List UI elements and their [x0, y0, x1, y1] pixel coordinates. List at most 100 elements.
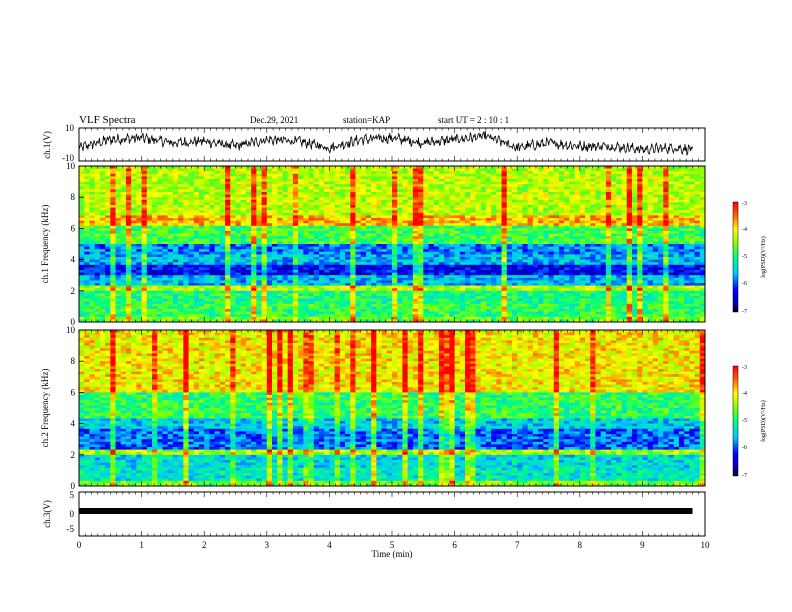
spectrogram-cell	[470, 218, 476, 221]
spectrogram-cell	[245, 246, 252, 250]
spectrogram-cell	[631, 233, 638, 237]
spectrogram-cell	[240, 202, 247, 206]
spectrogram-cell	[219, 199, 226, 203]
spectrogram-cell	[240, 251, 247, 255]
spectrogram-cell	[178, 173, 184, 177]
spectrogram-cell	[605, 210, 612, 214]
spectrogram-cell	[79, 249, 85, 253]
spectrogram-cell	[621, 184, 628, 188]
spectrogram-cell	[423, 184, 429, 188]
spectrogram-cell	[558, 210, 565, 214]
spectrogram-cell	[397, 168, 403, 172]
spectrogram-cell	[433, 249, 440, 253]
spectrogram-cell	[522, 181, 529, 185]
spectrogram-cell	[131, 267, 137, 271]
spectrogram-cell	[204, 220, 210, 224]
spectrogram-cell	[428, 205, 435, 208]
spectrogram-cell	[318, 225, 325, 229]
spectrogram-cell	[532, 171, 539, 175]
spectrogram-cell	[548, 244, 555, 247]
spectrogram-cell	[110, 231, 116, 234]
spectrogram-cell	[136, 251, 142, 255]
spectrogram-cell	[193, 212, 200, 216]
spectrogram-cell	[131, 210, 137, 214]
spectrogram-cell	[313, 249, 320, 253]
spectrogram-cell	[574, 166, 581, 169]
spectrogram-cell	[668, 173, 675, 177]
spectrogram-cell	[266, 186, 273, 190]
spectrogram-cell	[209, 166, 216, 169]
spectrogram-cell	[365, 218, 372, 221]
spectrogram-cell	[355, 207, 362, 211]
spectrogram-cell	[115, 218, 122, 221]
spectrogram-cell	[631, 254, 638, 258]
spectrogram-cell	[308, 176, 315, 180]
spectrogram-cell	[198, 181, 205, 185]
spectrogram-cell	[501, 176, 508, 180]
spectrogram-cell	[658, 238, 664, 242]
spectrogram-cell	[334, 257, 341, 260]
spectrogram-cell	[94, 241, 101, 245]
spectrogram-cell	[308, 257, 315, 260]
spectrogram-cell	[423, 166, 429, 169]
spectrogram-cell	[313, 259, 320, 263]
spectrogram-cell	[522, 231, 529, 234]
spectrogram-cell	[553, 171, 560, 175]
spectrogram-cell	[256, 257, 262, 260]
spectrogram-cell	[79, 267, 85, 271]
spectrogram-cell	[230, 168, 236, 172]
spectrogram-cell	[423, 257, 429, 260]
spectrogram-cell	[605, 225, 612, 229]
spectrogram-cell	[522, 270, 529, 273]
spectrogram-cell	[663, 194, 669, 198]
spectrogram-cell	[131, 233, 137, 237]
spectrogram-cell	[595, 176, 602, 180]
spectrogram-cell	[511, 238, 518, 242]
spectrogram-cell	[292, 220, 299, 224]
spectrogram-cell	[386, 257, 393, 260]
spectrogram-cell	[668, 241, 675, 245]
spectrogram-cell	[324, 202, 330, 206]
spectrogram-cell	[532, 262, 539, 266]
spectrogram-cell	[339, 267, 346, 271]
spectrogram-cell	[89, 192, 96, 195]
spectrogram-cell	[287, 194, 294, 198]
spectrogram-cell	[204, 249, 210, 253]
spectrogram-cell	[266, 176, 273, 180]
spectrogram-cell	[355, 259, 362, 263]
spectrogram-cell	[204, 186, 210, 190]
spectrogram-cell	[543, 210, 549, 214]
spectrogram-cell	[605, 244, 612, 247]
spectrogram-cell	[433, 257, 440, 260]
spectrogram-cell	[569, 218, 575, 221]
spectrogram-cell	[548, 205, 555, 208]
spectrogram-cell	[475, 173, 482, 177]
spectrogram-cell	[428, 244, 435, 247]
spectrogram-cell	[339, 212, 346, 216]
spectrogram-cell	[240, 241, 247, 245]
spectrogram-cell	[418, 171, 424, 175]
spectrogram-cell	[355, 241, 362, 245]
spectrogram-cell	[663, 189, 669, 193]
spectrogram-cell	[115, 186, 122, 190]
spectrogram-cell	[308, 212, 315, 216]
spectrogram-cell	[251, 259, 257, 263]
spectrogram-cell	[355, 233, 362, 237]
spectrogram-cell	[684, 205, 690, 208]
spectrogram-cell	[157, 168, 163, 172]
spectrogram-cell	[99, 267, 106, 271]
spectrogram-cell	[527, 173, 534, 177]
spectrogram-cell	[245, 267, 252, 271]
spectrogram-cell	[209, 199, 216, 203]
spectrogram-cell	[626, 205, 633, 208]
spectrogram-cell	[585, 267, 591, 271]
spectrogram-cell	[496, 251, 502, 255]
spectrogram-cell	[141, 199, 148, 203]
spectrogram-cell	[402, 189, 409, 193]
spectrogram-cell	[350, 189, 356, 193]
spectrogram-cell	[626, 241, 633, 245]
spectrogram-cell	[616, 257, 622, 260]
spectrogram-cell	[209, 186, 216, 190]
spectrogram-cell	[517, 262, 523, 266]
spectrogram-cell	[350, 168, 356, 172]
